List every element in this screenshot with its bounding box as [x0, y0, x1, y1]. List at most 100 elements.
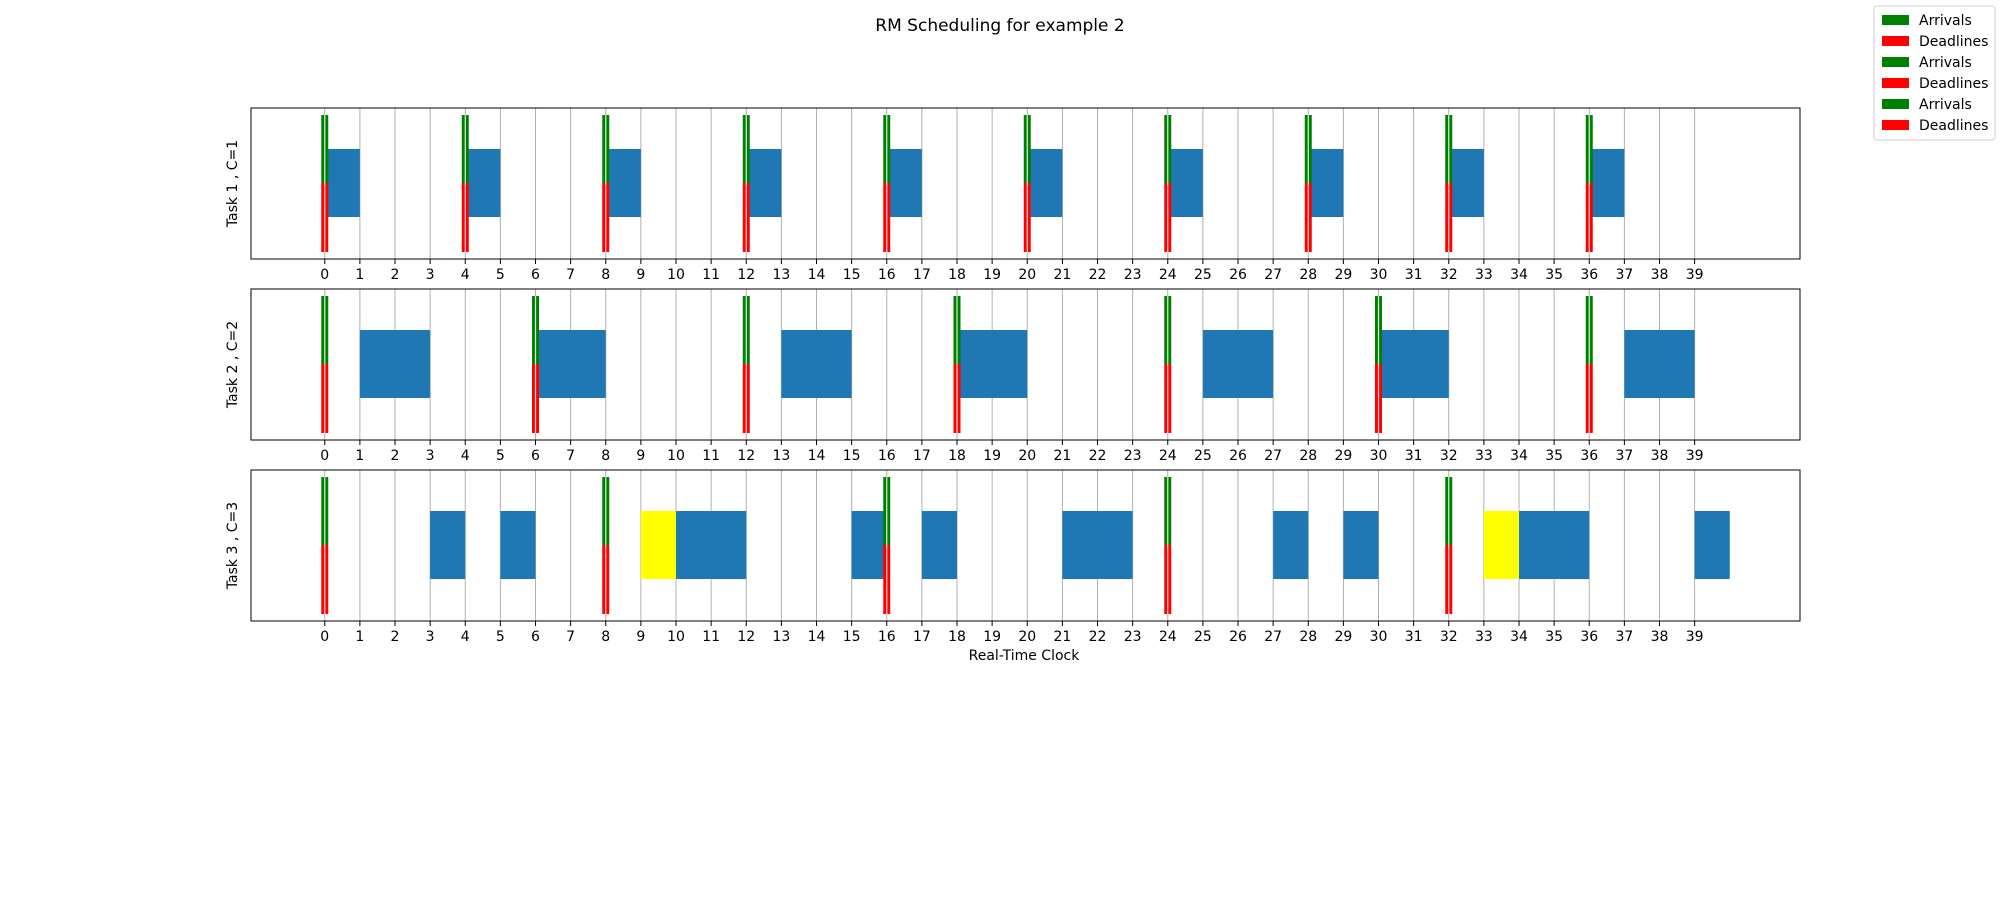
legend-swatch — [1882, 120, 1909, 130]
x-tick-label: 2 — [391, 448, 400, 464]
x-tick-label: 31 — [1405, 629, 1423, 645]
x-tick-label: 11 — [702, 448, 720, 464]
x-tick-label: 29 — [1334, 629, 1352, 645]
x-tick-label: 6 — [531, 267, 540, 283]
x-tick-label: 15 — [843, 448, 861, 464]
x-tick-label: 23 — [1124, 267, 1142, 283]
x-tick-label: 25 — [1194, 629, 1212, 645]
y-axis-label: Task 2 , C=2 — [225, 321, 241, 409]
x-tick-label: 3 — [426, 629, 435, 645]
execution-bar — [1027, 149, 1063, 217]
x-tick-label: 9 — [636, 267, 645, 283]
x-tick-label: 38 — [1651, 448, 1669, 464]
x-tick-label: 36 — [1580, 629, 1598, 645]
legend-entry-label: Deadlines — [1919, 76, 1988, 92]
deadline-marker-edge — [324, 545, 326, 614]
x-tick-label: 35 — [1545, 267, 1563, 283]
arrival-marker-edge — [324, 477, 326, 545]
execution-bar — [746, 149, 782, 217]
arrival-marker-edge — [324, 296, 326, 364]
x-tick-label: 37 — [1615, 267, 1633, 283]
y-axis-label: Task 1 , C=1 — [225, 140, 241, 228]
arrival-marker-edge — [956, 296, 958, 364]
x-tick-label: 4 — [461, 629, 470, 645]
arrival-marker-edge — [1307, 115, 1309, 183]
x-tick-label: 20 — [1018, 448, 1036, 464]
x-tick-label: 35 — [1545, 629, 1563, 645]
x-tick-label: 14 — [808, 448, 826, 464]
x-tick-label: 21 — [1053, 629, 1071, 645]
execution-bar — [1694, 511, 1730, 579]
x-tick-label: 28 — [1299, 448, 1317, 464]
x-tick-label: 33 — [1475, 629, 1493, 645]
x-tick-label: 39 — [1686, 629, 1704, 645]
x-tick-label: 27 — [1264, 267, 1282, 283]
x-tick-label: 26 — [1229, 448, 1247, 464]
x-tick-label: 37 — [1615, 448, 1633, 464]
arrival-marker-edge — [745, 296, 747, 364]
x-tick-label: 25 — [1194, 267, 1212, 283]
execution-bar — [1308, 149, 1344, 217]
execution-bar — [1378, 330, 1449, 398]
arrival-marker-edge — [464, 115, 466, 183]
x-tick-label: 19 — [983, 629, 1001, 645]
x-tick-label: 5 — [496, 448, 505, 464]
x-tick-label: 13 — [772, 267, 790, 283]
x-tick-label: 3 — [426, 267, 435, 283]
deadline-marker-edge — [1448, 545, 1450, 614]
x-tick-label: 4 — [461, 267, 470, 283]
x-tick-label: 12 — [737, 629, 755, 645]
task-panel-1: 0 1 2 3 4 5 6 7 8 9 10 11 12 13 14 15 16 17 18 19 20 21 22 23 24… — [225, 107, 1801, 283]
x-tick-label: 11 — [702, 267, 720, 283]
x-tick-label: 11 — [702, 629, 720, 645]
execution-bar — [1343, 511, 1379, 579]
execution-bar — [465, 149, 501, 217]
deadline-marker-edge — [324, 364, 326, 433]
execution-bar — [1062, 511, 1133, 579]
execution-bar — [851, 511, 887, 579]
x-tick-label: 4 — [461, 448, 470, 464]
arrival-marker-edge — [534, 296, 537, 364]
x-tick-label: 18 — [948, 267, 966, 283]
highlight-bar — [1483, 511, 1520, 579]
x-tick-label: 34 — [1510, 448, 1528, 464]
x-tick-label: 18 — [948, 448, 966, 464]
x-tick-label: 0 — [320, 448, 329, 464]
x-tick-label: 14 — [808, 267, 826, 283]
x-tick-label: 10 — [667, 629, 685, 645]
legend-swatch — [1882, 99, 1909, 109]
x-tick-label: 12 — [737, 448, 755, 464]
x-tick-label: 23 — [1124, 629, 1142, 645]
x-tick-label: 20 — [1018, 629, 1036, 645]
deadline-marker-edge — [324, 183, 326, 252]
x-tick-label: 19 — [983, 267, 1001, 283]
x-tick-label: 2 — [391, 629, 400, 645]
x-tick-label: 31 — [1405, 448, 1423, 464]
deadline-marker-edge — [1377, 364, 1380, 433]
task-panels: 0 1 2 3 4 5 6 7 8 9 10 11 12 13 14 15 16 17 18 19 20 21 22 23 24… — [225, 107, 1801, 645]
execution-bar — [1202, 330, 1274, 398]
x-tick-label: 10 — [667, 267, 685, 283]
execution-bar — [500, 511, 536, 579]
x-tick-label: 1 — [355, 267, 364, 283]
legend-entry-label: Arrivals — [1919, 97, 1972, 113]
x-tick-label: 8 — [601, 267, 610, 283]
arrival-marker-edge — [886, 115, 888, 183]
x-tick-label: 32 — [1440, 267, 1458, 283]
deadline-marker-edge — [745, 183, 747, 252]
x-tick-label: 38 — [1651, 267, 1669, 283]
deadline-marker-edge — [1588, 364, 1590, 433]
arrival-marker-edge — [745, 115, 747, 183]
arrival-marker-edge — [324, 115, 326, 183]
x-tick-label: 31 — [1405, 267, 1423, 283]
x-tick-label: 26 — [1229, 267, 1247, 283]
x-tick-label: 24 — [1159, 629, 1177, 645]
x-tick-label: 5 — [496, 629, 505, 645]
deadline-marker-edge — [534, 364, 537, 433]
x-tick-label: 22 — [1089, 629, 1107, 645]
deadline-marker-edge — [1026, 183, 1028, 252]
panel-frame — [250, 288, 1801, 441]
legend-swatch — [1882, 36, 1909, 46]
x-tick-label: 1 — [355, 629, 364, 645]
